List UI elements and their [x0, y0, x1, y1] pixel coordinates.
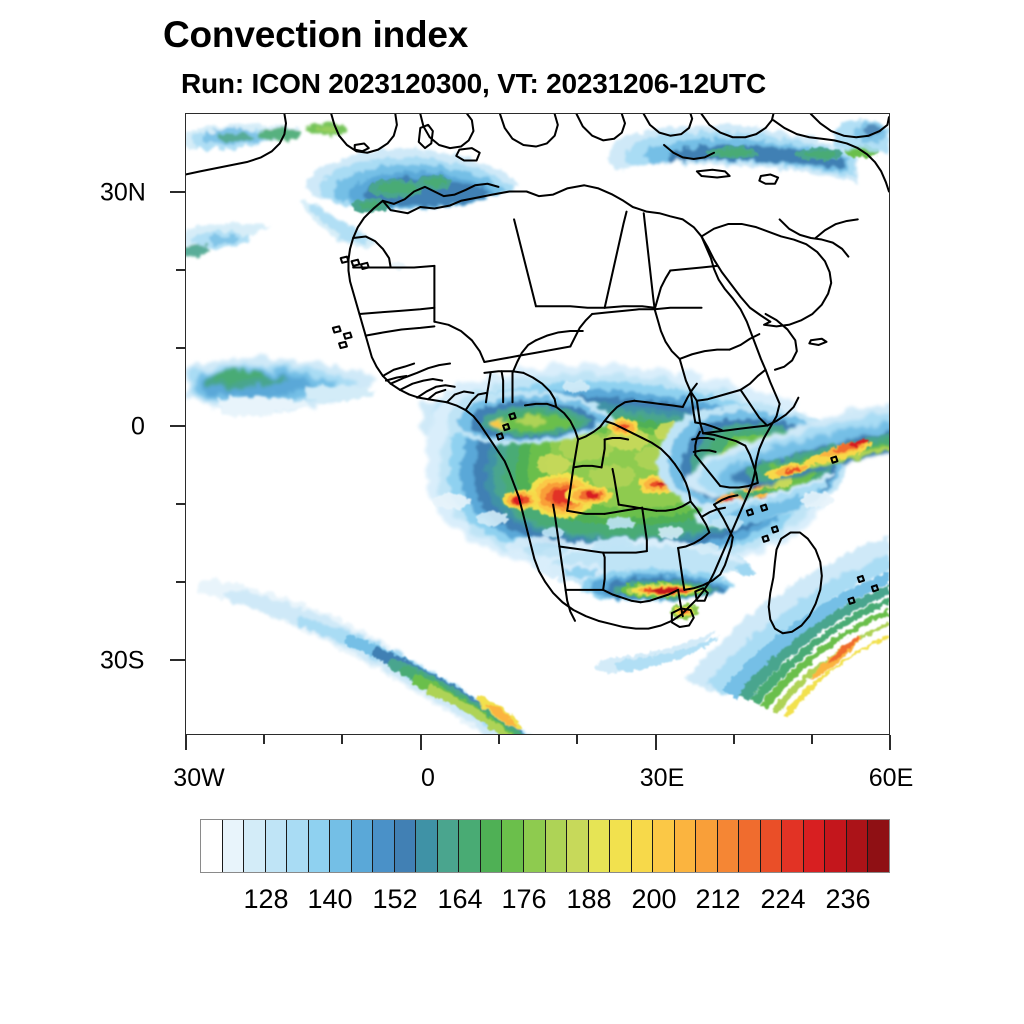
x-tick-minor — [576, 735, 578, 744]
colorbar-label-9: 236 — [825, 884, 871, 914]
colorbar-cell-6 — [330, 820, 352, 872]
colorbar-cell-11 — [437, 820, 460, 872]
page-title: Convection index — [163, 14, 469, 55]
y-tick-minor — [176, 503, 185, 505]
colorbar-cell-24 — [717, 820, 740, 872]
colorbar-cell-29 — [825, 820, 847, 872]
colorbar-cell-9 — [394, 820, 417, 872]
colorbar-label-7: 212 — [695, 884, 741, 914]
y-tick-minor — [176, 269, 185, 271]
colorbar-cell-2 — [244, 820, 266, 872]
convection-field-layer — [186, 120, 889, 734]
colorbar-cell-5 — [308, 820, 331, 872]
colorbar[interactable] — [200, 819, 890, 873]
colorbar-cell-28 — [803, 820, 826, 872]
colorbar-cell-22 — [674, 820, 697, 872]
x-tick-major — [655, 735, 657, 750]
colorbar-cell-23 — [696, 820, 718, 872]
run-valid-time-subtitle: Run: ICON 2023120300, VT: 20231206-12UTC — [181, 68, 766, 99]
y-axis-label-2: 30S — [100, 646, 145, 675]
colorbar-label-5: 188 — [566, 884, 612, 914]
x-tick-major — [185, 735, 187, 750]
colorbar-cell-20 — [631, 820, 654, 872]
colorbar-cell-15 — [523, 820, 546, 872]
colorbar-cell-26 — [760, 820, 783, 872]
y-tick-minor — [176, 347, 185, 349]
x-axis-label-1: 0 — [421, 764, 435, 792]
colorbar-cell-0 — [201, 820, 223, 872]
x-tick-minor — [498, 735, 500, 744]
colorbar-cell-18 — [588, 820, 611, 872]
colorbar-cell-17 — [567, 820, 589, 872]
colorbar-label-4: 176 — [501, 884, 547, 914]
y-axis-label-1: 0 — [131, 412, 145, 441]
colorbar-label-2: 152 — [372, 884, 418, 914]
x-axis-label-2: 30E — [639, 764, 685, 792]
convection-index-map — [186, 114, 889, 734]
x-tick-major — [889, 735, 891, 750]
colorbar-cell-4 — [287, 820, 309, 872]
y-axis-label-0: 30N — [100, 178, 146, 207]
colorbar-cell-7 — [351, 820, 374, 872]
colorbar-label-0: 128 — [243, 884, 289, 914]
x-axis-label-3: 60E — [868, 764, 914, 792]
colorbar-cell-3 — [265, 820, 288, 872]
colorbar-label-6: 200 — [631, 884, 677, 914]
colorbar-label-8: 224 — [760, 884, 806, 914]
colorbar-cell-8 — [373, 820, 395, 872]
x-tick-minor — [341, 735, 343, 744]
x-tick-major — [420, 735, 422, 750]
colorbar-cell-25 — [739, 820, 761, 872]
colorbar-cell-14 — [502, 820, 524, 872]
y-tick-major — [170, 659, 185, 661]
colorbar-cell-12 — [459, 820, 481, 872]
colorbar-cell-13 — [480, 820, 503, 872]
colorbar-cell-30 — [846, 820, 869, 872]
colorbar-cell-10 — [416, 820, 438, 872]
colorbar-cell-27 — [782, 820, 804, 872]
y-tick-major — [170, 191, 185, 193]
colorbar-cell-16 — [545, 820, 568, 872]
colorbar-label-3: 164 — [437, 884, 483, 914]
x-tick-minor — [733, 735, 735, 744]
y-tick-minor — [176, 581, 185, 583]
colorbar-cell-31 — [868, 820, 889, 872]
x-tick-minor — [811, 735, 813, 744]
x-axis-label-0: 30W — [173, 764, 225, 792]
colorbar-cell-19 — [610, 820, 632, 872]
colorbar-cell-21 — [653, 820, 675, 872]
colorbar-label-1: 140 — [307, 884, 353, 914]
y-tick-major — [170, 425, 185, 427]
map-plot-area[interactable] — [185, 113, 890, 735]
map-borders-layer — [186, 114, 889, 635]
colorbar-cell-1 — [222, 820, 245, 872]
x-tick-minor — [263, 735, 265, 744]
